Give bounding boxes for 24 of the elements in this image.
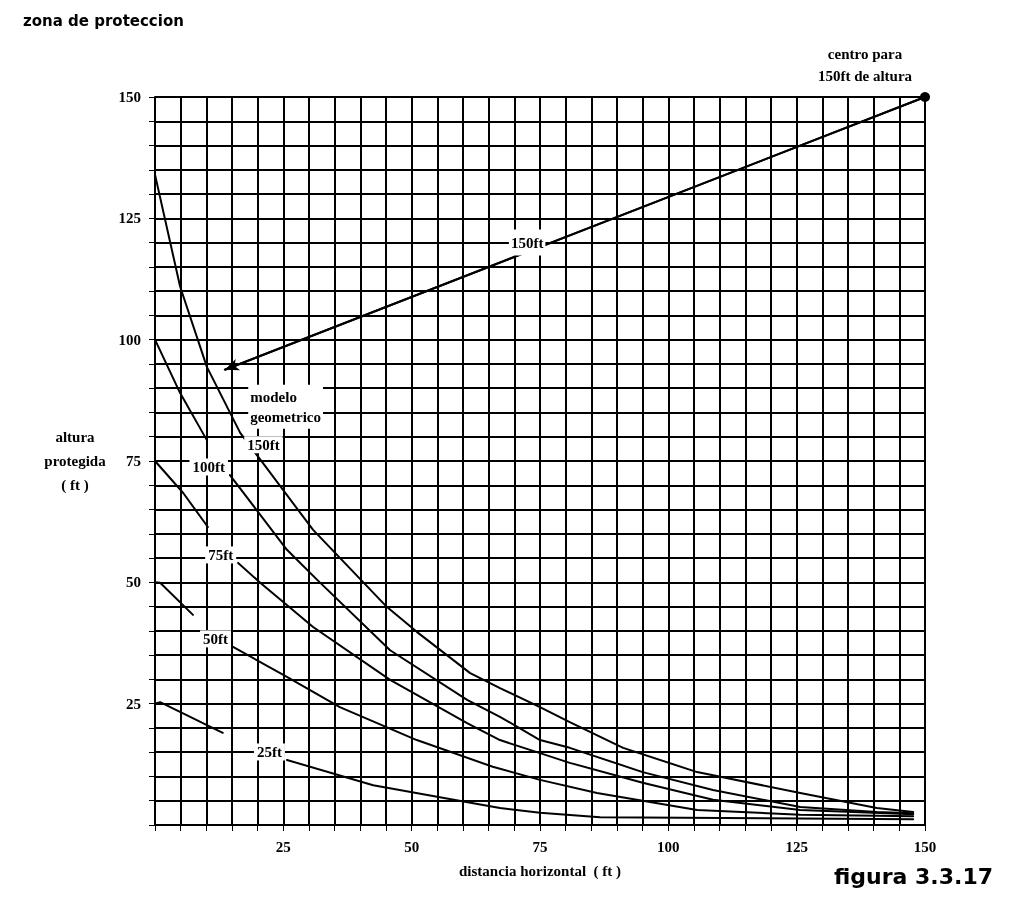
series-label: 25ft (256, 743, 282, 760)
y-axis-title: altura protegida ( ft ) (44, 429, 107, 494)
y-tick-label: 125 (118, 210, 141, 227)
series-label: 100ft (192, 459, 225, 476)
x-tick-label: 100 (657, 838, 680, 855)
y-tick-label: 75 (126, 453, 141, 469)
annotation: centro para 150ft de altura (817, 46, 913, 84)
x-axis-title: distancia horizontal ( ft ) (458, 862, 622, 880)
y-tick-label: 100 (118, 331, 141, 348)
series-label: 75ft (208, 546, 234, 563)
text: figura 3.3.17 (833, 863, 994, 889)
x-tick-label: 125 (785, 838, 808, 855)
x-tick-label: 25 (275, 838, 291, 855)
y-tick-label: 150 (118, 89, 141, 105)
y-tick-label: 50 (126, 574, 141, 591)
chart-title: zona de proteccion (23, 11, 184, 30)
annotation: modelo geometrico (250, 388, 322, 425)
x-tick-label: 50 (404, 838, 420, 855)
y-tick-label: 25 (126, 695, 141, 712)
series-label: 50ft (203, 630, 229, 647)
x-tick-label: 75 (532, 838, 548, 855)
series-label: 150ft (247, 436, 280, 453)
annotation: 150ft (510, 234, 544, 251)
x-tick-label: 150 (913, 838, 937, 855)
